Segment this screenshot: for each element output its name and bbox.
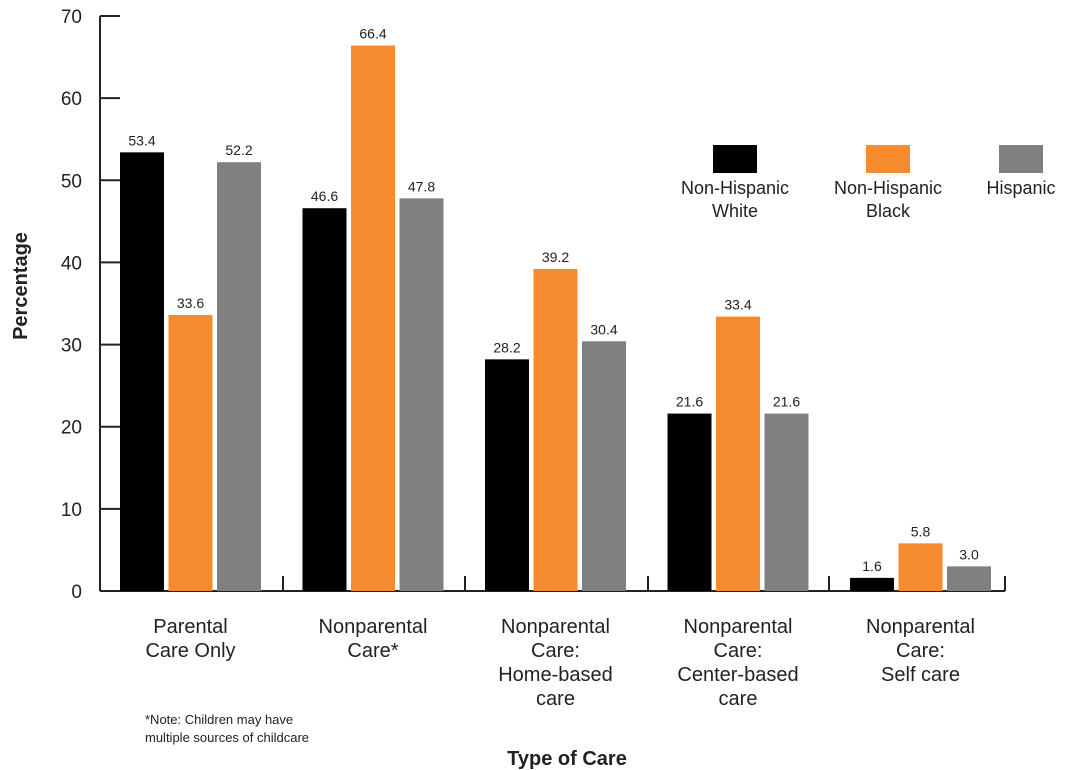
x-axis-title: Type of Care — [507, 748, 627, 770]
data-label: 46.6 — [311, 188, 338, 204]
bar — [582, 341, 626, 591]
bar — [120, 152, 164, 591]
bar — [764, 413, 809, 591]
bar — [667, 413, 712, 591]
category-label: Nonparental Care: Center-based care — [677, 616, 798, 710]
y-tick-label: 0 — [71, 582, 82, 603]
bar — [716, 316, 760, 591]
y-tick-label: 40 — [61, 253, 82, 274]
bar — [168, 315, 213, 591]
data-labels: 53.4 33.6 52.2 46.6 66.4 47.8 28.2 39.2 30.4 21.6… — [128, 26, 979, 574]
bar — [533, 269, 578, 591]
y-tick-label: 50 — [61, 171, 82, 192]
y-axis-title: Percentage — [10, 232, 32, 340]
data-label: 33.4 — [724, 297, 751, 313]
legend-swatch — [866, 145, 910, 173]
category-label: Nonparental Care: Home-based care — [498, 616, 613, 710]
bar — [947, 566, 991, 591]
data-label: 30.4 — [590, 321, 617, 337]
legend-swatch — [999, 145, 1043, 173]
y-tick-label: 20 — [61, 418, 82, 439]
data-label: 53.4 — [128, 132, 155, 148]
bar — [351, 45, 395, 592]
category-labels: Parental Care Only Nonparental Care* Nonpare… — [145, 616, 975, 710]
data-label: 28.2 — [493, 339, 520, 355]
bar — [850, 577, 894, 591]
category-label: Parental Care Only — [145, 616, 235, 662]
bar — [217, 162, 261, 591]
legend-label: Non-Hispanic White — [681, 178, 789, 221]
y-tick-label: 10 — [61, 500, 82, 521]
data-label: 47.8 — [408, 178, 435, 194]
data-label: 21.6 — [773, 394, 800, 410]
category-label: Nonparental Care* — [319, 616, 428, 662]
bar — [898, 543, 943, 591]
legend: Non-Hispanic White Non-Hispanic Black Hispan… — [681, 145, 1056, 221]
y-tick-label: 60 — [61, 89, 82, 110]
category-label: Nonparental Care: Self care — [866, 616, 975, 686]
legend-label: Non-Hispanic Black — [834, 178, 942, 221]
legend-label: Hispanic — [986, 178, 1055, 198]
legend-swatch — [713, 145, 757, 173]
data-label: 1.6 — [862, 558, 882, 574]
data-label: 21.6 — [676, 394, 703, 410]
bars — [120, 45, 991, 592]
data-label: 5.8 — [911, 523, 931, 539]
bar — [302, 208, 347, 591]
data-label: 66.4 — [359, 26, 386, 42]
y-tick-label: 30 — [61, 336, 82, 357]
data-label: 3.0 — [959, 546, 979, 562]
y-tick-label: 70 — [61, 7, 82, 28]
data-label: 52.2 — [225, 142, 252, 158]
y-axis: 0 10 20 30 40 50 60 70 — [61, 7, 120, 603]
data-label: 39.2 — [542, 249, 569, 265]
bar — [399, 198, 444, 591]
bar — [485, 359, 529, 591]
data-label: 33.6 — [177, 295, 204, 311]
footnote: *Note: Children may have multiple sources… — [145, 712, 309, 745]
